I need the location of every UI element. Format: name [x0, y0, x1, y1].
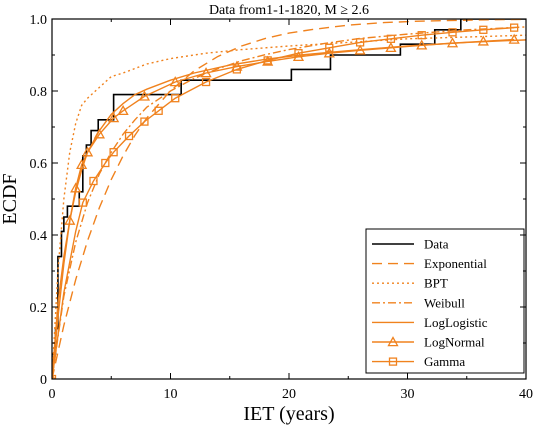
- series-gamma-line: [52, 26, 515, 379]
- legend-marker-lognormal: [387, 336, 399, 347]
- y-axis-title: ECDF: [0, 173, 21, 224]
- legend-label-weibull: Weibull: [424, 295, 465, 310]
- legend-marker-gamma: [388, 357, 398, 366]
- series-gamma-marker: [232, 65, 242, 74]
- series-data-line: [52, 19, 526, 379]
- series-gamma-marker: [386, 34, 396, 43]
- series-lognormal-marker: [169, 76, 181, 87]
- x-tick-label: 0: [49, 387, 56, 402]
- series-gamma-marker: [509, 23, 519, 32]
- series-lognormal-marker: [108, 112, 120, 123]
- axes: 0 10 20 30 40 0 0.2 0.4 0.6 0.8 1.0: [30, 13, 533, 402]
- x-tick-label: 30: [401, 387, 415, 402]
- series-lognormal-marker: [117, 104, 129, 116]
- series-gamma-marker: [263, 56, 272, 65]
- series-gamma-marker: [171, 94, 180, 103]
- series-weibull-line: [52, 26, 526, 379]
- y-tick-label: 0: [40, 373, 47, 388]
- x-tick-label: 40: [519, 387, 533, 402]
- legend-label-gamma: Gamma: [424, 354, 465, 369]
- legend-label-loglogistic: LogLogistic: [424, 315, 488, 330]
- series-lognormal-marker: [446, 37, 459, 48]
- y-tick-label: 0.2: [30, 301, 48, 316]
- series-lognormal-marker: [508, 33, 520, 44]
- series-gamma-marker: [417, 31, 426, 40]
- series-gamma-marker: [78, 198, 87, 207]
- series-lognormal-marker: [93, 128, 106, 139]
- x-axis-title: IET (years): [243, 403, 334, 425]
- x-tick-label: 10: [164, 387, 178, 402]
- series-gamma-marker: [109, 148, 118, 157]
- series-lognormal-marker: [477, 35, 489, 46]
- series-lognormal-marker: [200, 67, 212, 78]
- legend-label-exponential: Exponential: [424, 256, 487, 271]
- legend-label-bpt: BPT: [424, 276, 448, 291]
- series-gamma-marker: [124, 131, 134, 141]
- series-gamma-marker: [201, 77, 211, 87]
- series-lognormal-marker: [385, 41, 397, 53]
- series-lognormal-marker: [76, 158, 88, 170]
- series-lognormal-marker: [354, 44, 366, 55]
- series-gamma-marker: [448, 28, 457, 37]
- series-gamma-marker: [101, 158, 110, 168]
- series-group: [52, 19, 526, 379]
- series-gamma-marker: [294, 49, 303, 58]
- series-lognormal-marker: [64, 214, 76, 225]
- legend-box: [365, 228, 525, 374]
- chart-title: Data from1-1-1820, M ≥ 2.6: [209, 3, 369, 18]
- y-tick-label: 0.8: [30, 85, 48, 100]
- series-lognormal-line: [52, 38, 515, 379]
- legend-label-lognormal: LogNormal: [424, 335, 485, 350]
- series-exponential-line: [52, 19, 526, 379]
- y-tick-label: 0.4: [30, 229, 48, 244]
- series-gamma-marker: [479, 25, 488, 34]
- legend-label-data: Data: [424, 237, 449, 252]
- y-tick-label: 0.6: [30, 157, 48, 172]
- series-gamma-marker: [325, 43, 334, 52]
- series-lognormal-marker: [70, 182, 82, 193]
- plot-area: [52, 19, 526, 379]
- series-gamma-marker: [140, 117, 149, 126]
- series-gamma-marker: [89, 176, 98, 186]
- series-gamma-marker: [355, 38, 365, 47]
- series-lognormal-marker: [81, 146, 94, 157]
- legend: Data Exponential BPT Weibull LogLogistic LogN…: [365, 228, 525, 374]
- series-gamma-marker: [154, 106, 163, 115]
- series-lognormal-marker: [416, 39, 428, 50]
- series-lognormal-marker: [138, 90, 151, 101]
- x-tick-label: 20: [282, 387, 296, 402]
- y-tick-label: 1.0: [30, 13, 48, 28]
- series-lognormal-marker: [323, 47, 335, 58]
